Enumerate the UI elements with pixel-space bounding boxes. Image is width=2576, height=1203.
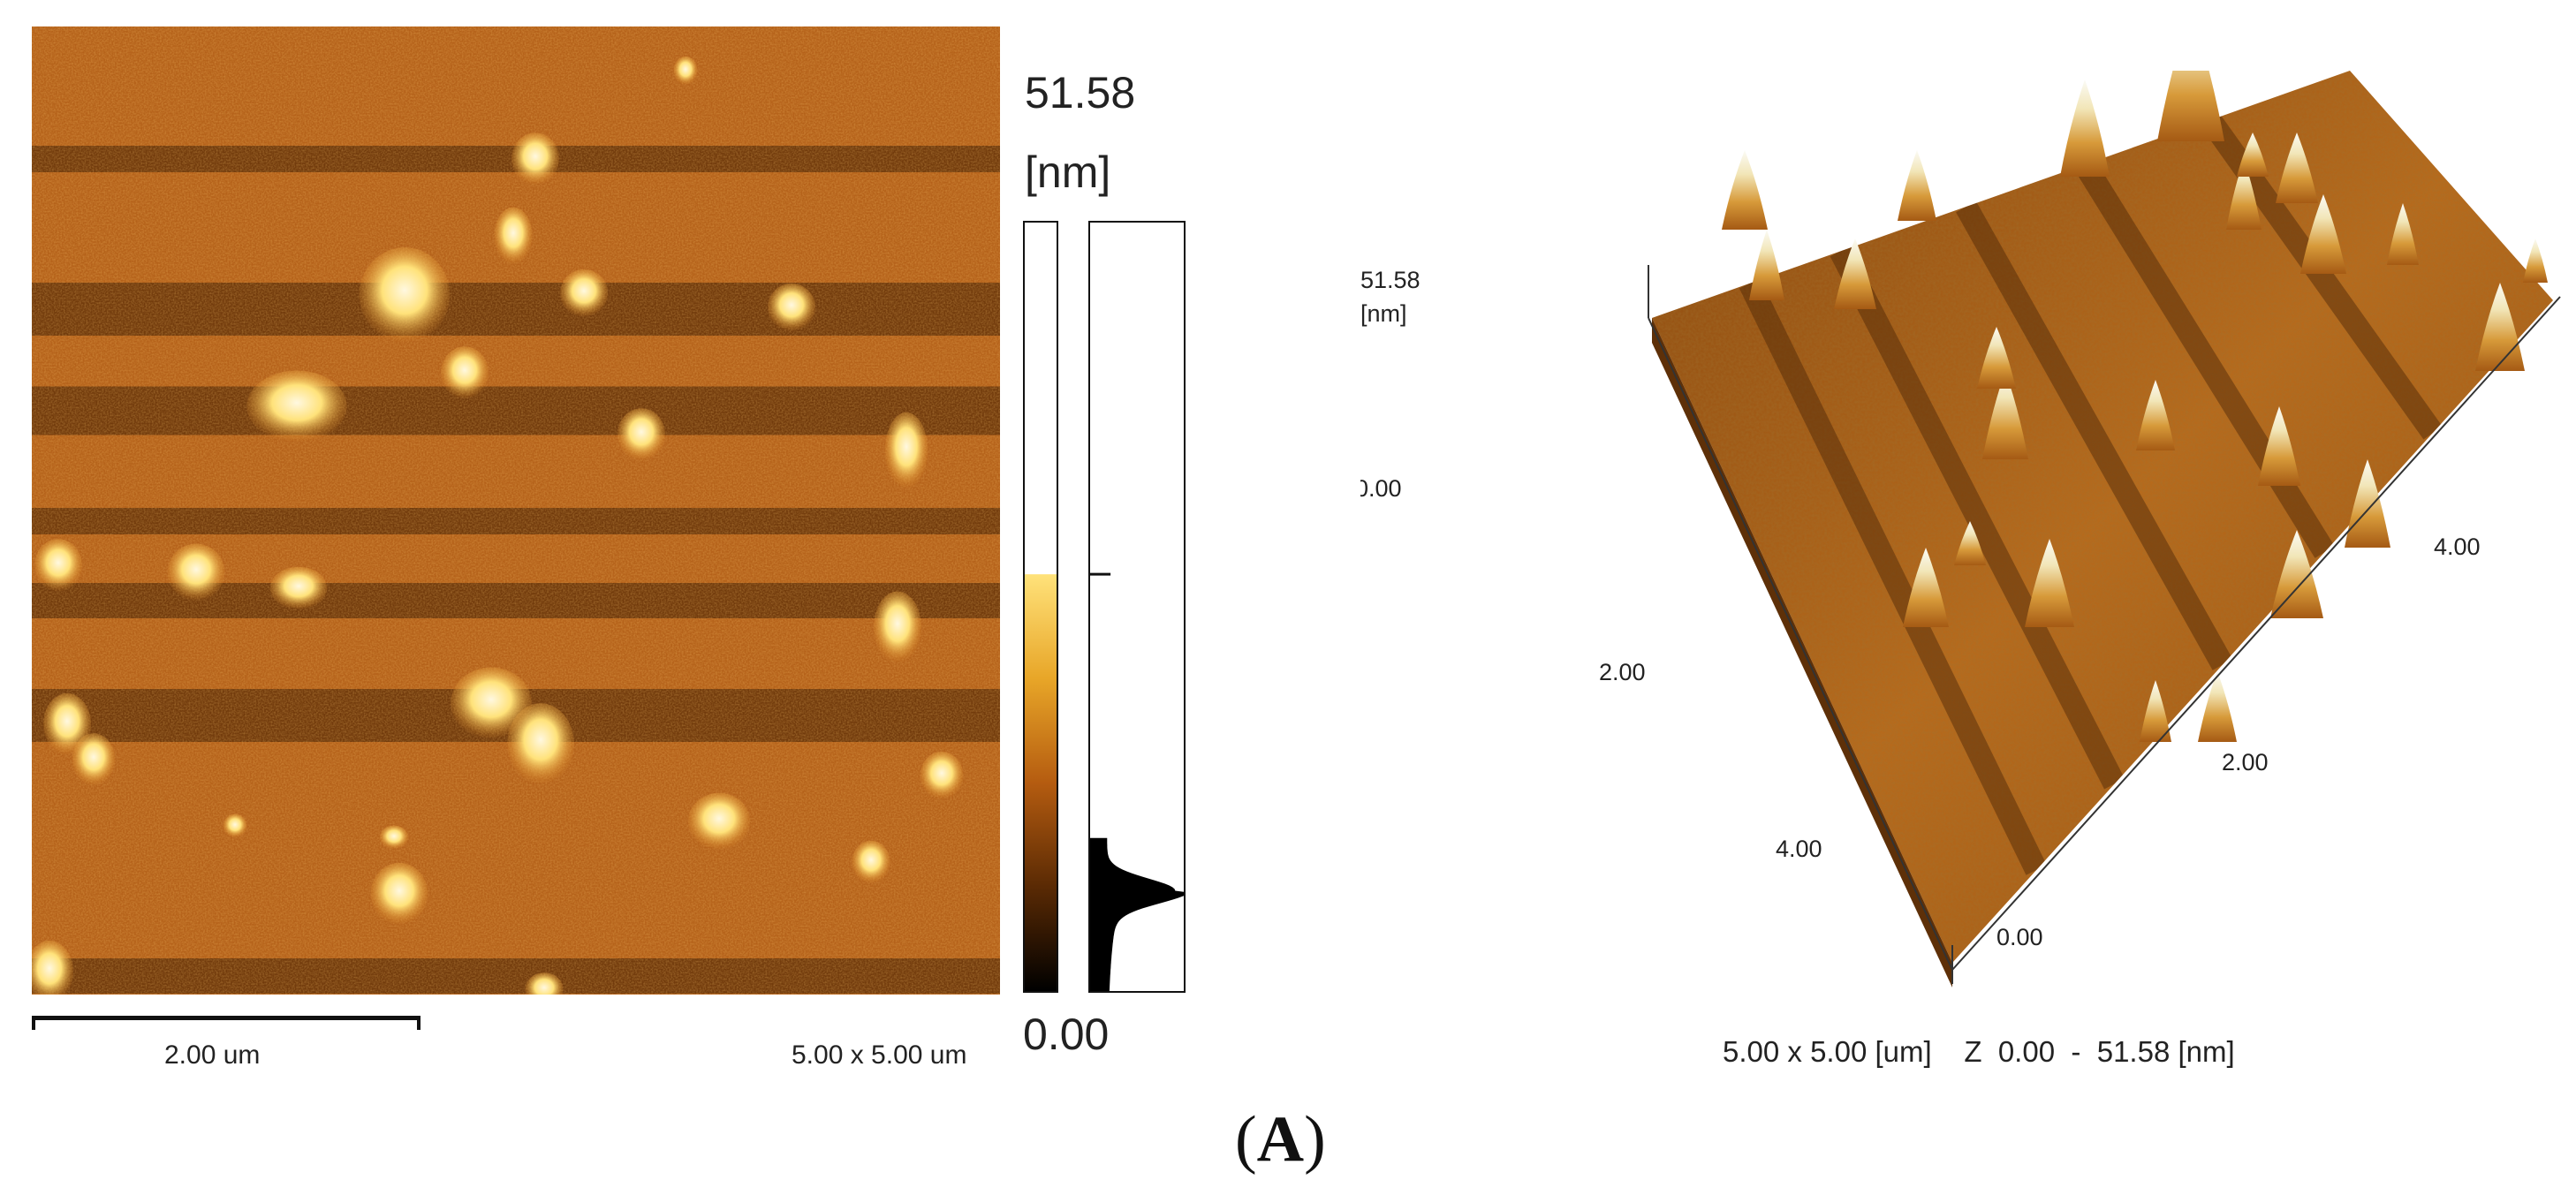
- map-particle: [370, 862, 428, 926]
- map-particle: [379, 825, 409, 850]
- panel-letter: A: [1256, 1103, 1305, 1176]
- map-particle: [617, 408, 665, 461]
- color-scale-max: 51.58: [1025, 68, 1136, 117]
- map-particle: [494, 207, 533, 265]
- 3d-groove: [1956, 200, 2233, 670]
- 3d-groove: [1739, 278, 2047, 875]
- map-particle: [920, 752, 964, 799]
- 3d-peak: [2237, 132, 2269, 177]
- 3d-peak: [2136, 380, 2175, 450]
- map-surface-texture: [32, 26, 1000, 995]
- 3d-groove: [1830, 246, 2125, 790]
- 3d-peak: [2198, 671, 2237, 742]
- 3d-peak: [2140, 680, 2171, 742]
- map-particles: [32, 56, 964, 995]
- map-particle: [72, 733, 116, 786]
- afm-3d-view: 51.58 [nm] 0.00 2.00 4.00 0.00 2.00 4.00: [1360, 71, 2561, 987]
- 3d-peak: [2270, 530, 2323, 618]
- map-particle: [223, 813, 247, 838]
- map-particle: [874, 591, 921, 663]
- 3d-peak: [2025, 539, 2074, 627]
- map-particle: [167, 543, 225, 602]
- 3d-caption: 5.00 x 5.00 [um] Z 0.00 - 51.58 [nm]: [1723, 1035, 2235, 1069]
- 3d-peak: [2300, 194, 2346, 274]
- 3d-peak: [2387, 203, 2419, 265]
- 3d-peak: [1722, 150, 1768, 230]
- 3d-peak: [1834, 238, 1876, 309]
- afm-2d-height-map: [32, 26, 1000, 995]
- 3d-axis-origin-label: 0.00: [1996, 924, 2043, 950]
- color-scale-min: 0.00: [1023, 1010, 1110, 1059]
- map-particle: [687, 792, 751, 851]
- 3d-peak: [1749, 230, 1784, 300]
- map-particle: [525, 972, 564, 995]
- map-particle: [32, 940, 73, 995]
- scale-bar-label: 2.00 um: [164, 1040, 261, 1070]
- 3d-z-max-label: 51.58: [1360, 267, 1421, 293]
- 3d-peak: [2226, 159, 2262, 230]
- map-particle: [269, 566, 328, 610]
- 3d-groove: [2074, 158, 2335, 558]
- map-particle: [673, 56, 698, 86]
- scan-size-label: 5.00 x 5.00 um: [792, 1040, 967, 1070]
- scale-bar: [32, 1016, 420, 1030]
- 3d-peak: [2523, 238, 2548, 283]
- 3d-peak: [1982, 371, 2028, 459]
- 3d-axis-left-tick: 2.00: [1599, 659, 1646, 685]
- 3d-caption-z-range: Z 0.00 - 51.58 [nm]: [1964, 1035, 2235, 1068]
- map-particle: [768, 284, 815, 331]
- 3d-axis-right: [1951, 296, 2561, 971]
- 3d-axis-left-tick: 4.00: [1776, 836, 1822, 862]
- 3d-axes: [1648, 265, 2561, 984]
- 3d-axis-right-tick: 2.00: [2222, 749, 2269, 776]
- map-particle: [246, 370, 347, 443]
- 3d-axis-left: [1648, 317, 1953, 971]
- histogram-curve: [1090, 837, 1184, 991]
- map-particle: [441, 346, 489, 399]
- 3d-caption-size: 5.00 x 5.00 [um]: [1723, 1035, 1932, 1068]
- 3d-peak: [2258, 406, 2300, 486]
- panel-label: (A): [1235, 1102, 1326, 1177]
- map-particle: [852, 840, 890, 884]
- 3d-axis-right-tick: 4.00: [2434, 533, 2481, 560]
- 3d-peak: [2157, 71, 2224, 141]
- height-histogram: [1088, 221, 1186, 993]
- map-particle: [560, 269, 608, 317]
- panel-label-close: ): [1304, 1103, 1326, 1176]
- map-particle: [359, 247, 451, 343]
- map-particle: [884, 412, 928, 489]
- 3d-peak: [1954, 521, 1986, 565]
- 3d-peak: [1898, 150, 1936, 221]
- 3d-peaks: [1722, 71, 2548, 742]
- 3d-peak: [2060, 79, 2110, 177]
- color-scale-bar: [1023, 221, 1058, 993]
- 3d-z-min-label: 0.00: [1360, 475, 1402, 502]
- map-particle: [451, 667, 532, 739]
- map-particle: [43, 692, 91, 756]
- panel-label-open: (: [1235, 1103, 1257, 1176]
- map-particle: [34, 539, 82, 592]
- 3d-peak: [1903, 548, 1949, 627]
- 3d-peak: [2276, 132, 2318, 203]
- 3d-peak: [1977, 327, 2016, 389]
- color-scale-unit: [nm]: [1025, 148, 1111, 197]
- map-particle: [511, 132, 559, 185]
- 3d-peak: [2345, 459, 2390, 548]
- map-particle: [507, 703, 574, 784]
- 3d-z-unit-label: [nm]: [1360, 300, 1407, 327]
